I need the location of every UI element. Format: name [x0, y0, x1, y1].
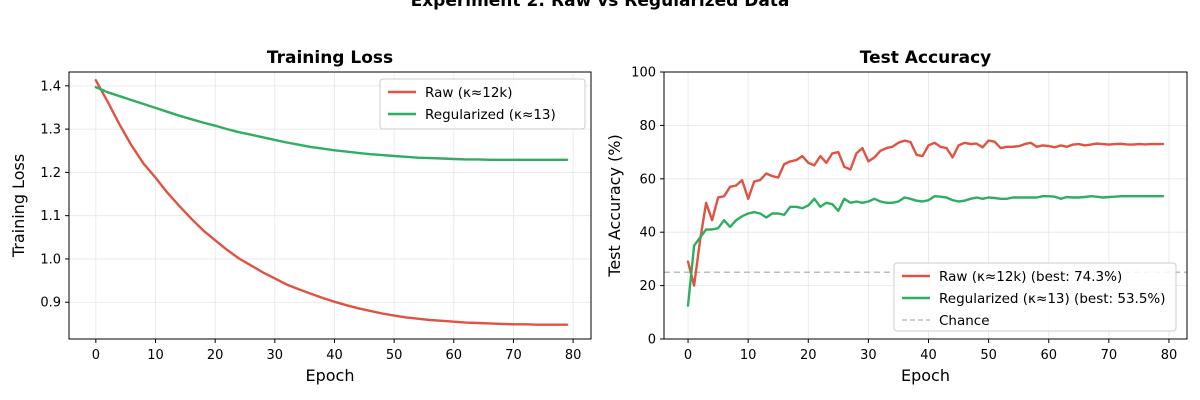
acc-legend-label: Regularized (κ≈13) (best: 53.5%): [939, 291, 1166, 307]
loss-y-axis-label: Training Loss: [9, 154, 28, 258]
loss-xtick-label: 20: [207, 348, 224, 363]
acc-xtick-label: 60: [1040, 348, 1057, 363]
loss-ytick-label: 0.9: [40, 296, 61, 311]
training-loss-panel: 0 10 20 30 40 50 60 70 80 0.9 1.0 1.1 1.2 1.3 1.4 Train…: [9, 48, 592, 385]
loss-xtick-label: 60: [446, 348, 463, 363]
figure-title: Experiment 2: Raw vs Regularized Data: [411, 0, 790, 11]
acc-ytick-label: 0: [648, 333, 656, 348]
acc-ytick-label: 100: [631, 66, 656, 81]
loss-xtick-label: 40: [326, 348, 343, 363]
acc-xtick-label: 80: [1161, 348, 1178, 363]
acc-ytick-label: 20: [639, 279, 656, 294]
loss-xtick-label: 30: [267, 348, 284, 363]
loss-xtick-label: 10: [147, 348, 164, 363]
loss-xtick-label: 50: [386, 348, 403, 363]
loss-ytick-label: 1.3: [40, 123, 61, 138]
loss-ytick-label: 1.0: [40, 252, 61, 267]
acc-series-raw-line: [686, 139, 1165, 287]
loss-panel-title: Training Loss: [267, 48, 393, 68]
acc-xtick-label: 70: [1101, 348, 1118, 363]
loss-xtick-label: 0: [92, 348, 100, 363]
acc-ytick-label: 40: [639, 226, 656, 241]
loss-ytick-label: 1.4: [40, 79, 61, 94]
acc-xtick-label: 0: [684, 348, 692, 363]
loss-series-raw-line: [94, 78, 569, 326]
loss-ytick-label: 1.1: [40, 209, 61, 224]
loss-xtick-label: 80: [565, 348, 582, 363]
loss-series-regularized-line: [94, 85, 569, 162]
acc-xtick-label: 10: [740, 348, 757, 363]
loss-legend-label: Regularized (κ≈13): [425, 107, 556, 123]
acc-legend-box: [893, 262, 1177, 332]
acc-xtick-label: 20: [800, 348, 817, 363]
acc-xtick-label: 30: [860, 348, 877, 363]
acc-ytick-label: 80: [639, 119, 656, 134]
loss-legend-label: Raw (κ≈12k): [425, 85, 513, 101]
acc-xtick-label: 50: [980, 348, 997, 363]
acc-xtick-label: 40: [920, 348, 937, 363]
acc-series-regularized-line: [686, 194, 1165, 307]
loss-ytick-label: 1.2: [40, 166, 61, 181]
acc-legend: Raw (κ≈12k) (best: 74.3%) Regularized (κ≈…: [893, 262, 1177, 332]
loss-legend: Raw (κ≈12k) Regularized (κ≈13): [379, 78, 586, 130]
loss-x-axis-label: Epoch: [306, 366, 355, 385]
test-accuracy-panel: 0 10 20 30 40 50 60 70 80 0 20 40 60 80 100 Test Accura…: [605, 48, 1188, 385]
acc-plot-frame: [663, 71, 1188, 340]
acc-panel-title: Test Accuracy: [860, 48, 991, 68]
acc-legend-label: Raw (κ≈12k) (best: 74.3%): [939, 269, 1122, 285]
loss-xtick-label: 70: [505, 348, 522, 363]
acc-y-axis-label: Test Accuracy (%): [605, 134, 624, 277]
loss-plot-frame: [68, 71, 592, 340]
acc-legend-label: Chance: [939, 313, 990, 329]
loss-legend-box: [379, 78, 586, 130]
acc-ytick-label: 60: [639, 172, 656, 187]
acc-x-axis-label: Epoch: [901, 366, 950, 385]
